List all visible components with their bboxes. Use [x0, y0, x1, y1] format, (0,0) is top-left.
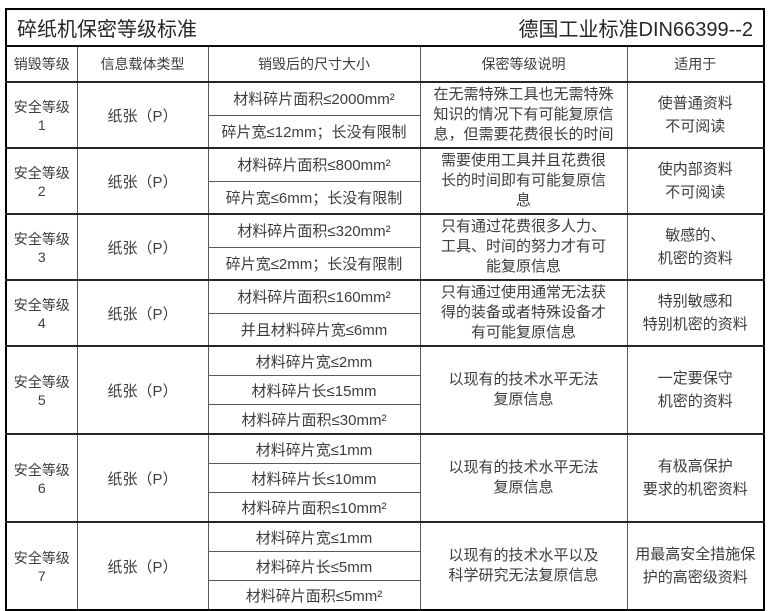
- applicable-cell: 使内部资料 不可阅读: [626, 147, 765, 215]
- column-header-size-after: 销毁后的尺寸大小: [207, 45, 421, 83]
- size-cell: 材料碎片面积≤800mm²: [207, 147, 421, 182]
- media-cell: 纸张（P）: [76, 81, 209, 149]
- row-level-7: 安全等级7 纸张（P） 材料碎片宽≤1mm 以现有的技术水平以及 科学研究无法复…: [5, 521, 765, 611]
- column-header-row: 销毁等级 信息载体类型 销毁后的尺寸大小 保密等级说明 适用于: [5, 45, 765, 83]
- row-level-7-sub: 材料碎片长≤5mm: [6, 551, 764, 581]
- media-cell: 纸张（P）: [76, 213, 209, 281]
- level-cell: 安全等级2: [5, 147, 78, 215]
- media-cell: 纸张（P）: [76, 521, 209, 611]
- description-cell: 以现有的技术水平以及 科学研究无法复原信息: [419, 521, 628, 611]
- row-level-6-sub: 材料碎片长≤10mm: [6, 463, 764, 493]
- row-level-5-sub: 材料碎片面积≤30mm²: [6, 404, 764, 435]
- applicable-cell: 有极高保护 要求的机密资料: [626, 433, 765, 523]
- size-cell: 材料碎片面积≤160mm²: [207, 279, 421, 314]
- size-cell: 碎片宽≤12mm；长没有限制: [207, 114, 421, 149]
- media-cell: 纸张（P）: [76, 345, 209, 435]
- row-level-4: 安全等级4 纸张（P） 材料碎片面积≤160mm² 只有通过使用通常无法获 得的…: [5, 279, 765, 347]
- row-level-6: 安全等级6 纸张（P） 材料碎片宽≤1mm 以现有的技术水平无法 复原信息 有极…: [5, 433, 765, 523]
- standard-reference: 德国工业标准DIN66399--2: [518, 19, 754, 41]
- level-cell: 安全等级4: [5, 279, 78, 347]
- level-cell: 安全等级7: [5, 521, 78, 611]
- size-cell: 材料碎片长≤5mm: [207, 551, 421, 581]
- column-header-destroy-level: 销毁等级: [5, 45, 78, 83]
- size-cell: 材料碎片面积≤10mm²: [207, 492, 421, 523]
- table-title-row: 碎纸机保密等级标准 德国工业标准DIN66399--2: [5, 8, 765, 47]
- row-level-4-sub: 并且材料碎片宽≤6mm: [6, 312, 764, 347]
- row-level-1-sub: 碎片宽≤12mm；长没有限制: [6, 114, 764, 149]
- media-cell: 纸张（P）: [76, 147, 209, 215]
- size-cell: 材料碎片面积≤2000mm²: [207, 81, 421, 116]
- applicable-cell: 一定要保守 机密的资料: [626, 345, 765, 435]
- size-cell: 材料碎片面积≤30mm²: [207, 404, 421, 435]
- column-header-security-desc: 保密等级说明: [419, 45, 628, 83]
- size-cell: 碎片宽≤2mm；长没有限制: [207, 246, 421, 281]
- level-cell: 安全等级3: [5, 213, 78, 281]
- row-level-5: 安全等级5 纸张（P） 材料碎片宽≤2mm 以现有的技术水平无法 复原信息 一定…: [5, 345, 765, 435]
- page-title: 碎纸机保密等级标准: [17, 19, 197, 41]
- table-title-bar: 碎纸机保密等级标准 德国工业标准DIN66399--2: [17, 13, 753, 42]
- media-cell: 纸张（P）: [76, 279, 209, 347]
- row-level-1: 安全等级1 纸张（P） 材料碎片面积≤2000mm² 在无需特殊工具也无需特殊 …: [5, 81, 765, 149]
- size-cell: 碎片宽≤6mm；长没有限制: [207, 180, 421, 215]
- description-cell: 以现有的技术水平无法 复原信息: [419, 433, 628, 523]
- description-cell: 以现有的技术水平无法 复原信息: [419, 345, 628, 435]
- column-header-media-type: 信息载体类型: [76, 45, 209, 83]
- media-cell: 纸张（P）: [76, 433, 209, 523]
- description-cell: 只有通过使用通常无法获 得的装备或者特殊设备才 有可能复原信息: [419, 279, 628, 347]
- row-level-6-sub: 材料碎片面积≤10mm²: [6, 492, 764, 523]
- level-cell: 安全等级6: [5, 433, 78, 523]
- column-header-applicable: 适用于: [626, 45, 765, 83]
- size-cell: 材料碎片宽≤2mm: [207, 345, 421, 376]
- applicable-cell: 使普通资料 不可阅读: [626, 81, 765, 149]
- size-cell: 材料碎片长≤10mm: [207, 463, 421, 493]
- size-cell: 材料碎片长≤15mm: [207, 375, 421, 405]
- security-levels-table: 碎纸机保密等级标准 德国工业标准DIN66399--2 销毁等级 信息载体类型 …: [5, 8, 766, 611]
- size-cell: 材料碎片面积≤5mm²: [207, 580, 421, 611]
- size-cell: 并且材料碎片宽≤6mm: [207, 312, 421, 347]
- row-level-5-sub: 材料碎片长≤15mm: [6, 375, 764, 405]
- applicable-cell: 敏感的、 机密的资料: [626, 213, 765, 281]
- row-level-2-sub: 碎片宽≤6mm；长没有限制: [6, 180, 764, 215]
- description-cell: 在无需特殊工具也无需特殊 知识的情况下有可能复原信 息，但需要花费很长的时间: [419, 81, 628, 149]
- applicable-cell: 用最高安全措施保 护的高密级资料: [626, 521, 765, 611]
- applicable-cell: 特别敏感和 特别机密的资料: [626, 279, 765, 347]
- row-level-2: 安全等级2 纸张（P） 材料碎片面积≤800mm² 需要使用工具并且花费很 长的…: [5, 147, 765, 215]
- size-cell: 材料碎片宽≤1mm: [207, 433, 421, 464]
- level-cell: 安全等级1: [5, 81, 78, 149]
- size-cell: 材料碎片面积≤320mm²: [207, 213, 421, 248]
- table-title-cell: 碎纸机保密等级标准 德国工业标准DIN66399--2: [5, 8, 765, 47]
- description-cell: 需要使用工具并且花费很 长的时间即有可能复原信 息: [419, 147, 628, 215]
- description-cell: 只有通过花费很多人力、 工具、时间的努力才有可 能复原信息: [419, 213, 628, 281]
- row-level-3: 安全等级3 纸张（P） 材料碎片面积≤320mm² 只有通过花费很多人力、 工具…: [5, 213, 765, 281]
- level-cell: 安全等级5: [5, 345, 78, 435]
- size-cell: 材料碎片宽≤1mm: [207, 521, 421, 552]
